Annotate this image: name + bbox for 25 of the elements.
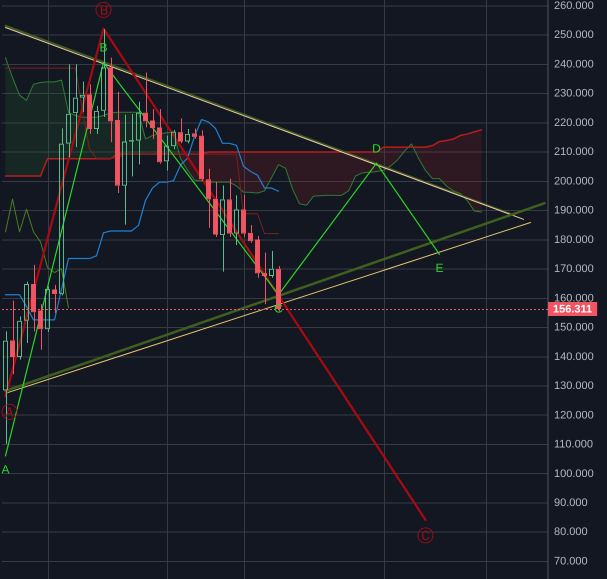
y-tick-label: 70.000 <box>554 555 588 568</box>
y-tick-label: 240.000 <box>554 58 594 70</box>
y-tick-label: 220.000 <box>554 116 594 129</box>
y-tick-label: 250.000 <box>554 29 594 42</box>
y-tick-label: 90.000 <box>554 497 588 509</box>
y-tick-label: 180.000 <box>554 234 594 246</box>
y-tick-label: 190.000 <box>554 204 594 217</box>
data-label: A <box>1 462 10 476</box>
y-tick-label: 200.000 <box>554 175 594 188</box>
y-tick-label: 120.000 <box>554 409 594 422</box>
y-tick-label: 210.000 <box>554 146 594 158</box>
y-tick-label: 230.000 <box>554 88 594 100</box>
y-tick-label: 160.000 <box>554 292 594 304</box>
data-label: Ⓑ <box>95 0 112 21</box>
y-tick-label: 110.000 <box>554 438 593 451</box>
y-tick-label: 80.000 <box>554 526 588 538</box>
ref-line-label: 156.311 <box>553 304 592 316</box>
y-tick-label: 170.000 <box>554 263 594 276</box>
y-tick-label: 150.000 <box>554 322 594 334</box>
y-tick-label: 140.000 <box>554 350 594 363</box>
y-tick-label: 130.000 <box>554 380 594 392</box>
data-label: E <box>435 260 444 275</box>
data-label: Ⓒ <box>417 526 434 547</box>
y-tick-label: 100.000 <box>554 468 594 480</box>
y-tick-label: 260.000 <box>554 0 594 12</box>
